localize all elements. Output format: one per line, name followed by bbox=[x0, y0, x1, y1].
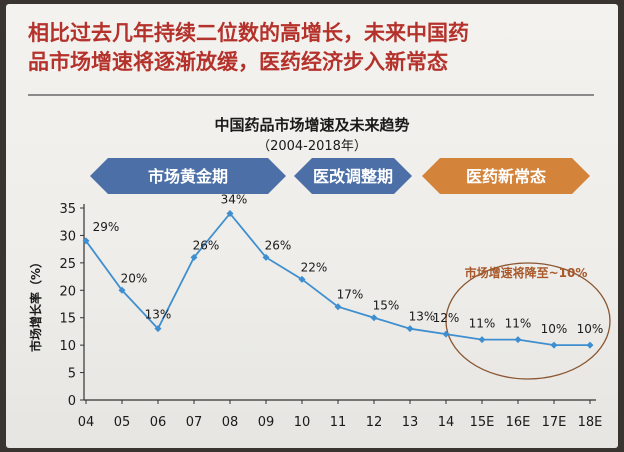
y-tick-label: 30 bbox=[59, 229, 76, 244]
data-label: 11% bbox=[469, 317, 496, 331]
data-point bbox=[190, 253, 198, 261]
data-point bbox=[298, 275, 306, 283]
data-label: 12% bbox=[433, 311, 460, 325]
data-point bbox=[442, 330, 450, 338]
data-point bbox=[586, 341, 594, 349]
chart-subtitle: （2004-2018年） bbox=[257, 139, 367, 154]
data-label: 13% bbox=[145, 308, 172, 322]
x-tick-label: 08 bbox=[222, 415, 239, 430]
phase-label-2: 医改调整期 bbox=[313, 167, 393, 186]
data-point bbox=[550, 341, 558, 349]
data-point bbox=[478, 336, 486, 344]
x-tick-label: 12 bbox=[366, 415, 383, 430]
x-tick-label: 04 bbox=[78, 415, 95, 430]
x-tick-label: 13 bbox=[402, 415, 419, 430]
headline-line-1: 相比过去几年持续二位数的高增长，未来中国药 bbox=[28, 20, 469, 45]
data-label: 17% bbox=[337, 288, 364, 302]
phase-label-3: 医药新常态 bbox=[466, 167, 546, 186]
data-point bbox=[334, 303, 342, 311]
data-label: 26% bbox=[265, 238, 292, 252]
chart-title: 中国药品市场增速及未来趋势 bbox=[214, 116, 410, 134]
y-tick-label: 15 bbox=[59, 312, 76, 327]
x-tick-label: 18E bbox=[578, 415, 603, 430]
phase-arrow-3 bbox=[422, 158, 590, 194]
slide-headline: 相比过去几年持续二位数的高增长，未来中国药 品市场增速将逐渐放缓，医药经济步入新… bbox=[28, 18, 598, 76]
y-tick-label: 20 bbox=[59, 284, 76, 299]
x-tick-label: 16E bbox=[506, 415, 531, 430]
headline-line-2: 品市场增速将逐渐放缓，医药经济步入新常态 bbox=[28, 49, 448, 74]
data-label: 26% bbox=[193, 238, 220, 252]
forecast-ellipse bbox=[445, 262, 611, 380]
data-point bbox=[262, 253, 270, 261]
headline-divider bbox=[28, 94, 594, 96]
phase-label-1: 市场黄金期 bbox=[148, 167, 228, 186]
data-label: 10% bbox=[577, 322, 604, 336]
x-tick-label: 09 bbox=[258, 415, 275, 430]
x-tick-label: 11 bbox=[330, 415, 347, 430]
x-tick-label: 07 bbox=[186, 415, 203, 430]
data-label: 13% bbox=[409, 310, 436, 324]
data-point bbox=[514, 336, 522, 344]
y-tick-label: 25 bbox=[59, 257, 76, 272]
y-axis-label: 市场增长率（%） bbox=[28, 256, 43, 352]
x-tick-label: 10 bbox=[294, 415, 311, 430]
data-point bbox=[118, 286, 126, 294]
x-tick-label: 06 bbox=[150, 415, 167, 430]
data-label: 11% bbox=[505, 317, 532, 331]
data-point bbox=[154, 325, 162, 333]
data-label: 10% bbox=[541, 322, 568, 336]
growth-series: 29%20%13%26%34%26%22%17%15%13%12% 11% 11% 1… bbox=[82, 192, 604, 349]
slide: 相比过去几年持续二位数的高增长，未来中国药 品市场增速将逐渐放缓，医药经济步入新… bbox=[6, 4, 618, 448]
y-tick-label: 5 bbox=[68, 367, 76, 382]
data-point bbox=[406, 325, 414, 333]
y-tick-label: 35 bbox=[59, 202, 76, 217]
phase-arrow-1 bbox=[90, 158, 286, 194]
phase-arrows: 市场黄金期 医改调整期 医药新常态 bbox=[90, 158, 590, 194]
data-label: 29% bbox=[93, 220, 120, 234]
x-tick-label: 14 bbox=[438, 415, 455, 430]
x-tick-label: 05 bbox=[114, 415, 131, 430]
forecast-annotation: 市场增速将降至~10% bbox=[465, 265, 588, 280]
x-tick-label: 15E bbox=[470, 415, 495, 430]
data-point bbox=[370, 314, 378, 322]
data-label: 20% bbox=[121, 271, 148, 285]
y-tick-label: 0 bbox=[68, 394, 76, 409]
data-label: 15% bbox=[373, 299, 400, 313]
phase-arrow-2 bbox=[294, 158, 412, 194]
y-tick-label: 10 bbox=[59, 339, 76, 354]
x-tick-label: 17E bbox=[542, 415, 567, 430]
data-label: 22% bbox=[301, 260, 328, 274]
data-label: 34% bbox=[221, 192, 248, 206]
data-point bbox=[226, 209, 234, 217]
forecast-highlight: 市场增速将降至~10% bbox=[445, 262, 611, 380]
data-point bbox=[82, 237, 90, 245]
